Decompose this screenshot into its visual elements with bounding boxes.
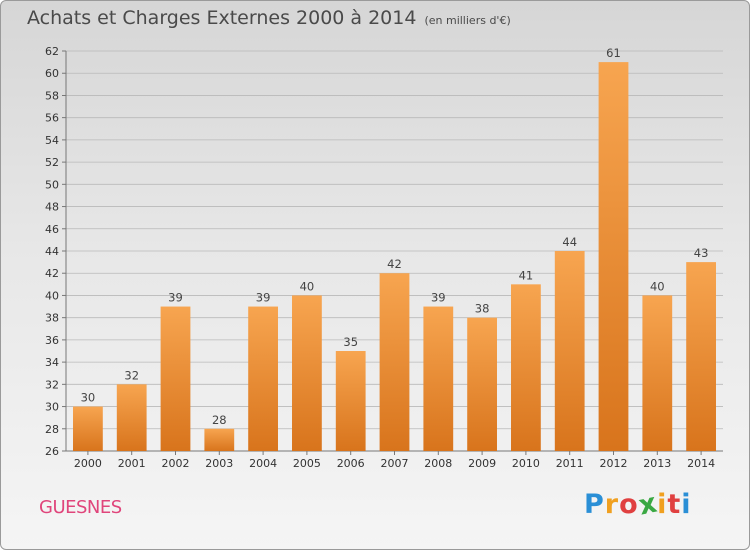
x-tick-label: 2014 [687, 457, 715, 470]
bar-2012 [598, 62, 629, 451]
x-tick-label: 2012 [600, 457, 628, 470]
data-label-2013: 40 [650, 279, 665, 293]
y-tick-label: 62 [45, 45, 59, 58]
y-tick-label: 26 [45, 445, 59, 458]
logo-letter: P [584, 489, 605, 520]
x-tick-label: 2010 [512, 457, 540, 470]
bar-2011 [554, 251, 585, 451]
y-tick-label: 38 [45, 312, 59, 325]
x-tick-label: 2006 [337, 457, 365, 470]
logo-letter: o [619, 489, 639, 520]
logo-letter: t [667, 489, 682, 520]
bar-2001 [116, 384, 147, 451]
x-tick-label: 2008 [424, 457, 452, 470]
data-label-2005: 40 [300, 279, 315, 293]
y-tick-label: 48 [45, 201, 59, 214]
y-tick-label: 30 [45, 401, 59, 414]
data-label-2009: 38 [475, 302, 490, 316]
data-label-2004: 39 [256, 291, 271, 305]
data-label-2014: 43 [694, 246, 709, 260]
y-tick-label: 56 [45, 112, 59, 125]
x-tick-label: 2007 [381, 457, 409, 470]
bar-2010 [511, 284, 541, 451]
data-label-2003: 28 [212, 413, 227, 427]
x-tick-label: 2002 [162, 457, 190, 470]
y-tick-label: 28 [45, 423, 59, 436]
bar-2013 [642, 295, 673, 451]
data-label-2008: 39 [431, 291, 446, 305]
data-label-2007: 42 [387, 257, 402, 271]
y-tick-label: 44 [45, 245, 59, 258]
y-tick-label: 54 [45, 134, 59, 147]
data-label-2012: 61 [606, 46, 621, 60]
y-tick-label: 46 [45, 223, 59, 236]
logo-letter: i [657, 489, 668, 520]
y-tick-label: 52 [45, 156, 59, 169]
y-tick-label: 32 [45, 378, 59, 391]
y-tick-label: 36 [45, 334, 59, 347]
chart-title-text: Achats et Charges Externes 2000 à 2014 [27, 7, 417, 29]
x-tick-label: 2011 [556, 457, 584, 470]
bar-2008 [423, 306, 454, 451]
data-label-2001: 32 [124, 368, 139, 382]
x-tick-label: 2004 [249, 457, 277, 470]
bars: 30 32 39 28 39 40 35 42 39 38 41 44 61 40 43 [73, 46, 716, 451]
place-name: GUESNES [39, 497, 122, 518]
bar-2005 [292, 295, 322, 451]
data-label-2006: 35 [343, 335, 358, 349]
logo-letter: r [604, 489, 620, 520]
x-tick-label: 2000 [74, 457, 102, 470]
chart-title: Achats et Charges Externes 2000 à 2014 (e… [27, 7, 511, 29]
x-tick-label: 2005 [293, 457, 321, 470]
proxiti-logo[interactable]: Proxiti [584, 487, 692, 521]
y-tick-label: 58 [45, 89, 59, 102]
bar-2000 [73, 406, 103, 451]
data-label-2011: 44 [562, 235, 577, 249]
y-tick-label: 42 [45, 267, 59, 280]
y-tick-label: 40 [45, 289, 59, 302]
x-tick-label: 2009 [468, 457, 496, 470]
bar-2002 [160, 306, 191, 451]
bar-2009 [467, 317, 497, 451]
chart-subtitle: (en milliers d'€) [424, 14, 511, 27]
bar-2006 [335, 351, 366, 451]
bar-2007 [379, 273, 410, 451]
data-label-2002: 39 [168, 291, 183, 305]
data-label-2010: 41 [519, 268, 534, 282]
y-tick-label: 50 [45, 178, 59, 191]
data-label-2000: 30 [81, 391, 96, 405]
bar-2014 [686, 262, 716, 451]
x-tick-label: 2001 [118, 457, 146, 470]
y-tick-label: 34 [45, 356, 59, 369]
bar-2004 [248, 306, 278, 451]
y-tick-label: 60 [45, 67, 59, 80]
bar-2003 [204, 428, 235, 451]
logo-letter: i [681, 489, 692, 520]
x-tick-label: 2013 [643, 457, 671, 470]
x-tick-label: 2003 [205, 457, 233, 470]
